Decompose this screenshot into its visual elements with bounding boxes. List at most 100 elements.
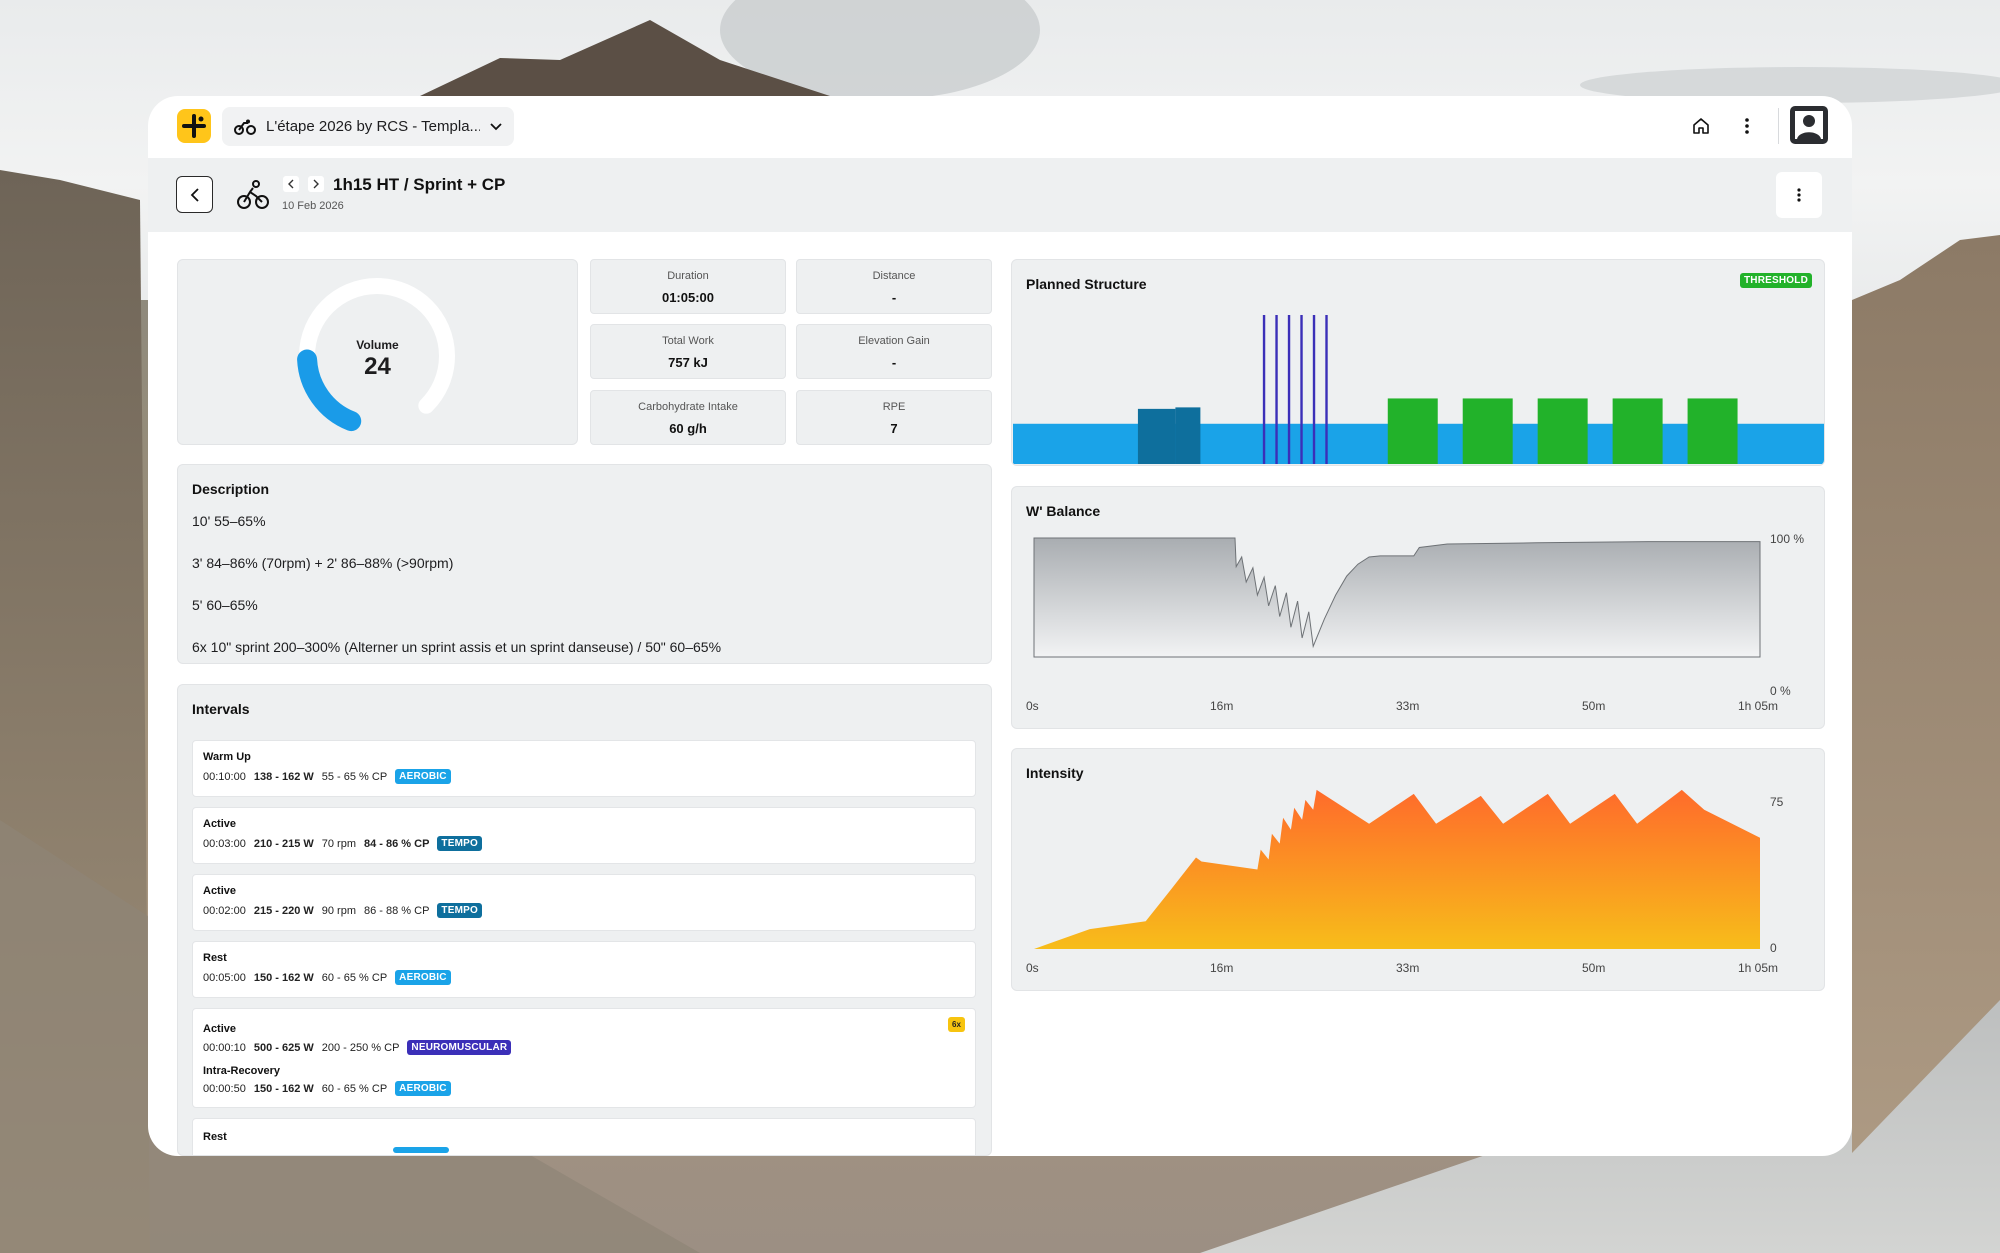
interval-power: 500 - 625 W [253,1041,314,1054]
description-title: Description [192,481,270,497]
stat-elevation-gain-label: Elevation Gain [858,335,930,347]
interval-power: 215 - 220 W [253,904,314,917]
planned-structure-chart [1013,315,1824,464]
interval-time: 00:00:50 [203,1082,246,1095]
user-avatar-button[interactable] [1790,106,1828,144]
x-tick-label: 16m [1210,699,1233,713]
zone-badge: NEUROMUSCULAR [407,1040,512,1055]
interval-power: 150 - 162 W [253,971,314,984]
home-button[interactable] [1689,114,1713,138]
interval-power: 138 - 162 W [253,770,314,783]
interval-percent: 60 - 65 % CP [321,1082,388,1095]
zone-badge [393,1147,449,1153]
zone-badge: AEROBIC [395,1081,451,1096]
stat-total-work: Total Work 757 kJ [590,324,786,379]
interval-percent: 86 - 88 % CP [364,904,430,917]
interval-details: 00:03:00 210 - 215 W 70 rpm 84 - 86 % CP… [203,836,482,851]
workout-title: 1h15 HT / Sprint + CP [333,175,506,194]
y-tick-label: 0 [1770,941,1777,955]
back-button[interactable] [176,176,213,213]
planned-segment-bar [1287,315,1291,464]
stat-carbohydrate-value: 60 g/h [669,421,707,436]
zone-badge: TEMPO [437,836,482,851]
chevron-down-icon [490,122,502,130]
interval-details: 00:00:50 150 - 162 W 60 - 65 % CP AEROBI… [203,1081,451,1096]
description-line: 5' 60–65% [192,597,258,613]
workout-header: 1h15 HT / Sprint + CP 10 Feb 2026 [148,158,1852,232]
interval-name: Warm Up [203,751,251,763]
interval-item[interactable]: Active 00:03:00 210 - 215 W 70 rpm 84 - … [192,807,976,864]
intensity-title: Intensity [1026,765,1084,781]
top-more-button[interactable] [1735,114,1759,138]
planned-segment-bar [1262,315,1266,464]
stat-total-work-value: 757 kJ [668,355,708,370]
w-balance-chart: 0s 16m 33m 50m 1h 05m 100 % 0 % [1026,532,1804,713]
interval-time: 00:03:00 [203,837,246,850]
intensity-area [1034,789,1760,949]
interval-item[interactable]: Active 00:02:00 215 - 220 W 90 rpm 86 - … [192,874,976,931]
description-line: 3' 84–86% (70rpm) + 2' 86–88% (>90rpm) [192,555,454,571]
prev-workout-button[interactable] [283,176,299,192]
bike-group-icon [234,119,256,135]
volume-label: Volume [356,338,399,352]
zone-badge: TEMPO [437,903,482,918]
interval-percent: 200 - 250 % CP [321,1041,400,1054]
y-tick-label: 100 % [1770,532,1804,546]
workout-more-button[interactable] [1776,172,1822,218]
w-balance-area [1033,537,1761,658]
x-tick-label: 33m [1396,699,1419,713]
planned-structure-card: Planned Structure THRESHOLD [1011,259,1825,466]
interval-percent: 55 - 65 % CP [321,770,388,783]
stat-total-work-label: Total Work [662,335,714,347]
x-tick-label: 50m [1582,961,1605,975]
project-selector[interactable]: L'étape 2026 by RCS - Templa... [222,107,514,146]
stat-rpe-value: 7 [890,421,898,436]
volume-value: 24 [364,353,391,380]
planned-segment-bar [1137,408,1176,464]
logo-plus-icon [182,114,206,138]
interval-item[interactable]: Warm Up 00:10:00 138 - 162 W 55 - 65 % C… [192,740,976,797]
app-logo[interactable] [177,109,211,143]
interval-cadence: 90 rpm [321,904,356,917]
stat-rpe-label: RPE [882,401,906,413]
interval-name: Active [203,885,237,897]
interval-percent: 84 - 86 % CP [364,837,430,850]
interval-time: 00:10:00 [203,770,246,783]
interval-name: Rest [203,952,227,964]
zone-badge: AEROBIC [395,769,451,784]
stat-duration-value: 01:05:00 [661,290,715,305]
planned-structure-title: Planned Structure [1026,276,1147,292]
stat-elevation-gain-value: - [891,355,897,370]
planned-segment-bar [1175,407,1201,464]
intensity-chart: 0s 16m 33m 50m 1h 05m 75 0 [1026,789,1784,975]
next-workout-button[interactable] [308,176,324,192]
interval-item[interactable]: Rest [192,1118,976,1155]
planned-segment-bar [1300,315,1303,464]
stat-distance-label: Distance [872,270,916,282]
stat-rpe: RPE 7 [796,390,992,445]
planned-segment-bar [1312,315,1316,464]
chevron-left-icon [288,179,294,189]
project-selector-label: L'étape 2026 by RCS - Templa... [266,118,480,135]
cycling-icon [237,180,269,209]
intervals-title: Intervals [192,701,250,717]
planned-segment-bar [1462,398,1513,464]
interval-name: Active [203,1023,237,1035]
interval-percent: 60 - 65 % CP [321,971,388,984]
planned-segment-bar [1537,398,1588,464]
interval-time: 00:02:00 [203,904,246,917]
w-balance-title: W' Balance [1026,503,1101,519]
volume-gauge [297,278,455,434]
y-tick-label: 0 % [1770,684,1791,698]
repeat-count-badge: 6x [948,1017,965,1032]
chevron-left-icon [190,187,199,202]
interval-details: 00:05:00 150 - 162 W 60 - 65 % CP AEROBI… [203,970,451,985]
zone-badge: THRESHOLD [1739,273,1812,288]
x-tick-label: 50m [1582,699,1605,713]
interval-item[interactable]: Rest 00:05:00 150 - 162 W 60 - 65 % CP A… [192,941,976,998]
x-tick-label: 0s [1026,961,1039,975]
stat-elevation-gain: Elevation Gain - [796,324,992,379]
interval-repeat-block[interactable]: 6x Active 00:00:10 500 - 625 W 200 - 250… [192,1008,976,1108]
interval-cadence: 70 rpm [321,837,356,850]
stat-duration-label: Duration [667,270,709,282]
